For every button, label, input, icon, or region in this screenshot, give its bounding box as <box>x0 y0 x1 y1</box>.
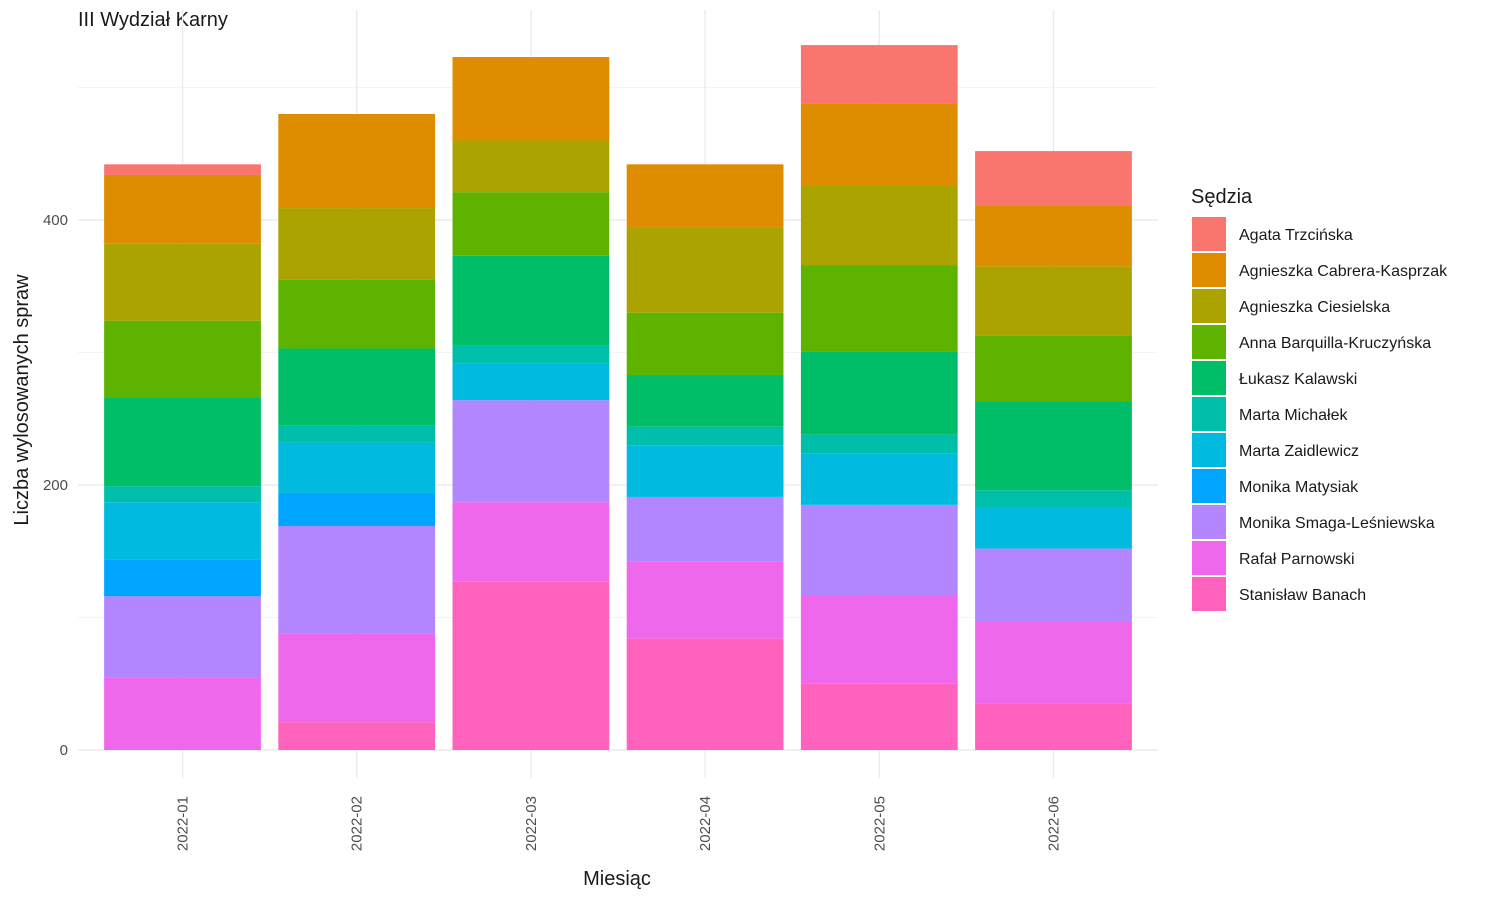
bar-segment <box>975 151 1132 206</box>
y-axis-title: Liczba wylosowanych spraw <box>11 274 33 526</box>
bar-segment <box>626 445 784 497</box>
legend-swatch <box>1192 253 1226 287</box>
bar-segment <box>278 279 436 349</box>
legend-swatch <box>1192 361 1226 395</box>
bar-segment <box>975 490 1132 508</box>
y-tick-label: 400 <box>43 212 68 229</box>
legend-label: Łukasz Kalawski <box>1239 371 1357 388</box>
legend-swatch <box>1192 217 1226 251</box>
bar-segment <box>626 164 784 228</box>
bar-segment <box>975 335 1132 402</box>
bar-segment <box>104 164 261 175</box>
bars <box>104 45 1132 750</box>
bar-segment <box>975 703 1132 750</box>
legend-swatch <box>1192 505 1226 539</box>
bar-segment <box>104 596 261 678</box>
x-tick-label: 2022-01 <box>175 796 192 851</box>
bar-segment <box>452 400 610 503</box>
bar-segment <box>452 140 610 193</box>
bar-segment <box>278 442 436 493</box>
legend-label: Marta Zaidlewicz <box>1239 443 1359 460</box>
legend-label: Monika Smaga-Leśniewska <box>1239 515 1435 532</box>
x-axis-ticks: 2022-01 2022-02 2022-03 2022-04 2022-05 2022-… <box>175 796 1063 851</box>
bar-segment <box>975 205 1132 267</box>
legend-label: Agnieszka Cabrera-Kasprzak <box>1239 263 1448 280</box>
bar-segment <box>975 401 1132 491</box>
bar-segment <box>452 192 610 256</box>
bar-segment <box>104 677 261 750</box>
legend-swatch <box>1192 397 1226 431</box>
bar-segment <box>975 266 1132 336</box>
bar-segment <box>975 621 1132 704</box>
bar-segment <box>626 426 784 446</box>
chart-title: III Wydział Karny <box>78 9 228 31</box>
legend-swatch <box>1192 577 1226 611</box>
x-tick-label: 2022-03 <box>523 796 540 851</box>
bar-segment <box>278 492 436 527</box>
legend-label: Agata Trzcińska <box>1239 227 1353 244</box>
bar-segment <box>800 594 958 684</box>
bar-segment <box>104 174 261 244</box>
x-tick-label: 2022-02 <box>349 796 366 851</box>
legend-swatch <box>1192 469 1226 503</box>
bar-segment <box>452 345 610 364</box>
bar-segment <box>800 434 958 454</box>
bar-segment <box>800 103 958 186</box>
legend-items: Agata Trzcińska Agnieszka Cabrera-Kasprza… <box>1192 217 1448 611</box>
bar-segment <box>975 548 1132 622</box>
bar-segment <box>452 363 610 401</box>
bar-segment <box>278 526 436 634</box>
bar-segment <box>800 185 958 266</box>
x-tick-label: 2022-06 <box>1045 796 1062 851</box>
bar-segment <box>626 561 784 639</box>
bar-segment <box>278 208 436 280</box>
bar-segment <box>800 265 958 352</box>
legend-label: Marta Michałek <box>1239 407 1348 424</box>
legend-swatch <box>1192 433 1226 467</box>
x-tick-label: 2022-04 <box>697 796 714 851</box>
x-axis-title: Miesiąc <box>583 868 651 890</box>
bar-segment <box>452 255 610 346</box>
bar-segment <box>626 638 784 750</box>
legend-label: Rafał Parnowski <box>1239 551 1355 568</box>
bar-segment <box>278 722 436 750</box>
bar-segment <box>800 683 958 750</box>
bar-segment <box>626 375 784 427</box>
legend-title: Sędzia <box>1191 186 1253 208</box>
bar-segment <box>104 559 261 597</box>
bar-segment <box>278 425 436 443</box>
legend-label: Agnieszka Ciesielska <box>1239 299 1390 316</box>
bar-segment <box>452 581 610 750</box>
bar-segment <box>800 453 958 505</box>
bar-segment <box>626 496 784 562</box>
bar-segment <box>800 45 958 104</box>
bar-segment <box>278 348 436 426</box>
legend-label: Anna Barquilla-Kruczyńska <box>1239 335 1431 352</box>
bar-segment <box>104 243 261 321</box>
bar-segment <box>626 312 784 376</box>
bar-segment <box>800 504 958 595</box>
bar-segment <box>975 507 1132 549</box>
bar-segment <box>626 227 784 313</box>
legend-label: Stanisław Banach <box>1239 587 1366 604</box>
bar-segment <box>278 114 436 209</box>
bar-segment <box>800 351 958 435</box>
legend-swatch <box>1192 541 1226 575</box>
bar-segment <box>278 633 436 723</box>
y-tick-label: 0 <box>60 742 68 759</box>
legend-swatch <box>1192 325 1226 359</box>
bar-segment <box>104 320 261 398</box>
bar-segment <box>104 397 261 487</box>
x-tick-label: 2022-05 <box>871 796 888 851</box>
legend: Sędzia Agata Trzcińska Agnieszka Cabrera-… <box>1191 186 1448 611</box>
y-tick-label: 200 <box>43 477 68 494</box>
bar-segment <box>452 57 610 141</box>
bar-segment <box>452 502 610 582</box>
legend-swatch <box>1192 289 1226 323</box>
legend-label: Monika Matysiak <box>1239 479 1359 496</box>
y-axis-ticks: 0 200 400 <box>43 212 68 759</box>
bar-segment <box>104 502 261 560</box>
bar-segment <box>104 486 261 503</box>
